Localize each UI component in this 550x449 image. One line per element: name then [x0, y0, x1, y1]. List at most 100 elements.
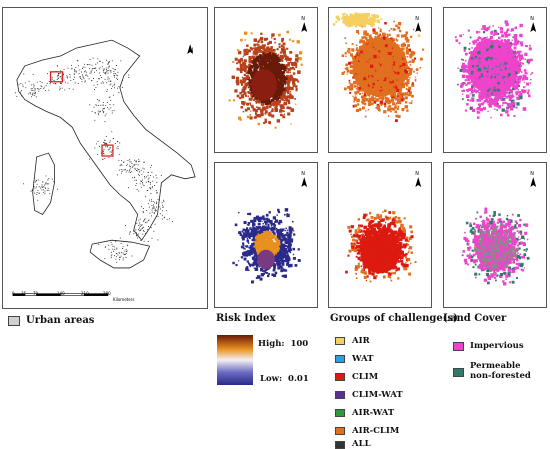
map-cell — [380, 103, 383, 106]
map-cell — [496, 109, 499, 111]
map-cell — [367, 108, 370, 111]
map-cell — [276, 100, 280, 104]
urban-dot — [111, 150, 113, 152]
map-cell — [365, 77, 369, 81]
map-cell — [344, 21, 349, 25]
north-arrow-icon — [415, 22, 422, 32]
map-cell — [498, 91, 502, 95]
map-cell — [377, 34, 380, 37]
map-cell — [256, 52, 259, 55]
map-cell — [395, 114, 399, 118]
urban-dot — [122, 252, 124, 254]
map-cell — [255, 102, 258, 104]
map-cell — [286, 100, 288, 102]
map-cell — [493, 33, 496, 36]
urban-dot — [103, 150, 104, 152]
map-cell — [347, 85, 350, 89]
urban-dot — [139, 226, 141, 228]
map-cell — [244, 61, 246, 63]
urban-dot — [108, 66, 110, 68]
map-cell — [294, 58, 299, 62]
urban-dot — [49, 193, 51, 195]
urban-dot — [123, 253, 125, 255]
urban-dot — [150, 187, 151, 189]
map-cell — [372, 14, 376, 17]
map-cell — [283, 101, 288, 106]
map-cell — [495, 40, 497, 42]
map-cell — [352, 95, 354, 97]
map-cell — [259, 67, 262, 70]
map-cell — [379, 100, 384, 104]
map-cell — [413, 70, 415, 73]
map-cell — [246, 51, 249, 54]
map-cell — [516, 50, 521, 55]
urban-dot — [138, 173, 139, 175]
map-cell — [399, 49, 402, 52]
map-cell — [409, 68, 413, 72]
map-cell — [369, 64, 374, 68]
map-cell — [475, 30, 479, 34]
map-cell — [349, 13, 352, 16]
urban-dot — [109, 96, 111, 98]
urban-dot — [161, 202, 163, 204]
urban-dot — [110, 251, 112, 253]
map-cell — [367, 91, 370, 94]
map-cell — [361, 23, 365, 26]
map-cell — [501, 43, 504, 46]
map-cell — [505, 73, 507, 75]
map-cell — [396, 107, 399, 110]
map-cell — [376, 83, 378, 86]
map-cell — [392, 66, 396, 70]
urban-dot — [56, 78, 58, 80]
urban-dot — [84, 80, 86, 82]
urban-dot — [59, 76, 61, 78]
urban-dot — [97, 99, 99, 101]
map-cell — [378, 78, 381, 81]
urban-dot — [64, 81, 66, 83]
map-cell — [243, 67, 247, 71]
urban-dot — [74, 70, 75, 72]
map-cell — [249, 116, 253, 120]
map-cell — [398, 29, 402, 33]
map-cell — [271, 69, 275, 72]
map-cell — [270, 58, 273, 61]
map-cell — [507, 64, 511, 68]
map-cell — [360, 101, 363, 104]
map-cell — [269, 105, 272, 109]
map-cell — [461, 90, 464, 92]
urban-dot — [153, 207, 155, 209]
urban-dot — [111, 60, 113, 62]
urban-dot — [156, 177, 158, 179]
map-cell — [457, 67, 459, 70]
map-cell — [523, 69, 527, 72]
map-cell — [261, 108, 263, 110]
map-cell — [247, 71, 251, 75]
map-cell — [364, 63, 368, 67]
urban-dot — [110, 255, 112, 257]
map-cell — [260, 102, 265, 106]
urban-dot — [153, 213, 155, 214]
map-cell — [370, 54, 374, 59]
risk-index-map-milan: N — [214, 7, 318, 153]
map-cell — [404, 36, 409, 41]
map-cell — [365, 70, 368, 73]
map-cell — [281, 44, 284, 48]
map-cell — [289, 93, 292, 96]
map-cell — [276, 48, 279, 51]
map-cell — [346, 17, 349, 20]
map-cell — [483, 38, 488, 42]
map-cell — [505, 30, 509, 33]
map-cell — [383, 43, 386, 47]
map-cell — [243, 85, 247, 89]
map-cell — [264, 101, 268, 106]
urban-dot — [155, 208, 156, 210]
map-cell — [395, 102, 398, 105]
map-cell — [346, 68, 349, 71]
map-cell — [254, 96, 258, 100]
map-cell — [379, 57, 383, 61]
map-cell — [458, 42, 461, 45]
urban-dot — [135, 161, 137, 163]
map-cell — [376, 58, 380, 62]
urban-dot — [138, 158, 140, 160]
map-cell — [365, 32, 369, 37]
